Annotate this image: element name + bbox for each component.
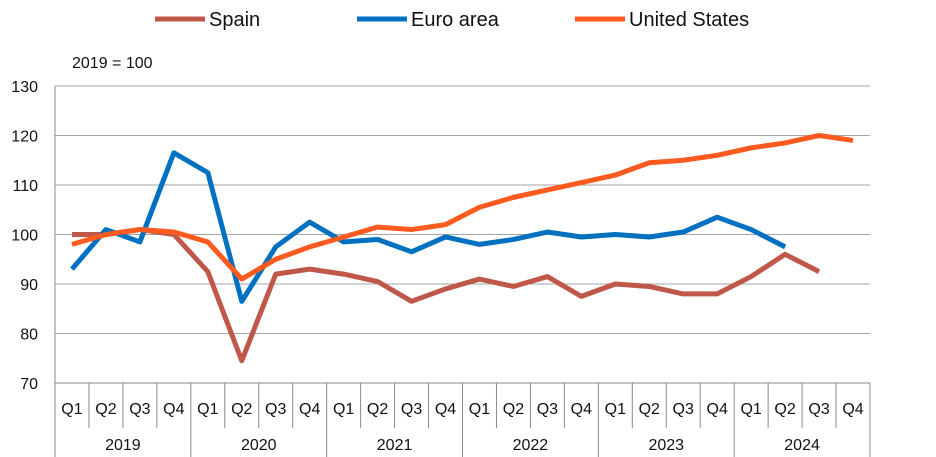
x-tick-label: Q1 — [605, 401, 626, 418]
legend-label: Spain — [209, 9, 260, 31]
x-tick-label: Q3 — [265, 401, 286, 418]
y-tick-label: 100 — [11, 228, 38, 245]
series-line-united-states — [71, 133, 854, 282]
year-label: 2024 — [784, 437, 820, 454]
year-label: 2021 — [377, 437, 413, 454]
legend-label: United States — [629, 9, 749, 31]
x-tick-label: Q3 — [401, 401, 422, 418]
x-tick-label: Q4 — [163, 401, 184, 418]
x-tick-label: Q4 — [299, 401, 320, 418]
y-tick-label: 80 — [20, 327, 38, 344]
x-tick-label: Q4 — [707, 401, 728, 418]
x-tick-label: Q3 — [673, 401, 694, 418]
subtitle: 2019 = 100 — [72, 55, 153, 72]
y-tick-label: 90 — [20, 277, 38, 294]
series-line-euro-area — [70, 150, 787, 304]
year-label: 2020 — [241, 437, 277, 454]
year-label: 2019 — [105, 437, 141, 454]
legend: Spain Euro area United States — [155, 9, 749, 31]
y-tick-label: 120 — [11, 129, 38, 146]
x-tick-label: Q3 — [129, 401, 150, 418]
series-line-spain — [71, 227, 821, 364]
x-tick-label: Q4 — [842, 401, 863, 418]
x-tick-label: Q4 — [571, 401, 592, 418]
x-tick-label: Q4 — [435, 401, 456, 418]
x-tick-label: Q2 — [774, 401, 795, 418]
y-tick-label: 70 — [20, 376, 38, 393]
x-tick-label: Q2 — [231, 401, 252, 418]
x-tick-label: Q2 — [367, 401, 388, 418]
y-tick-label: 130 — [11, 79, 38, 96]
y-tick-label: 110 — [12, 178, 38, 195]
x-tick-label: Q3 — [537, 401, 558, 418]
x-tick-label: Q2 — [639, 401, 660, 418]
x-tick-label: Q1 — [469, 401, 490, 418]
year-label: 2022 — [513, 437, 549, 454]
x-tick-label: Q1 — [61, 401, 82, 418]
x-tick-label: Q1 — [197, 401, 218, 418]
x-tick-label: Q3 — [808, 401, 829, 418]
x-tick-label: Q2 — [95, 401, 116, 418]
x-tick-label: Q1 — [740, 401, 761, 418]
x-tick-label: Q2 — [503, 401, 524, 418]
year-label: 2023 — [648, 437, 684, 454]
legend-label: Euro area — [411, 9, 500, 31]
x-tick-label: Q1 — [333, 401, 354, 418]
